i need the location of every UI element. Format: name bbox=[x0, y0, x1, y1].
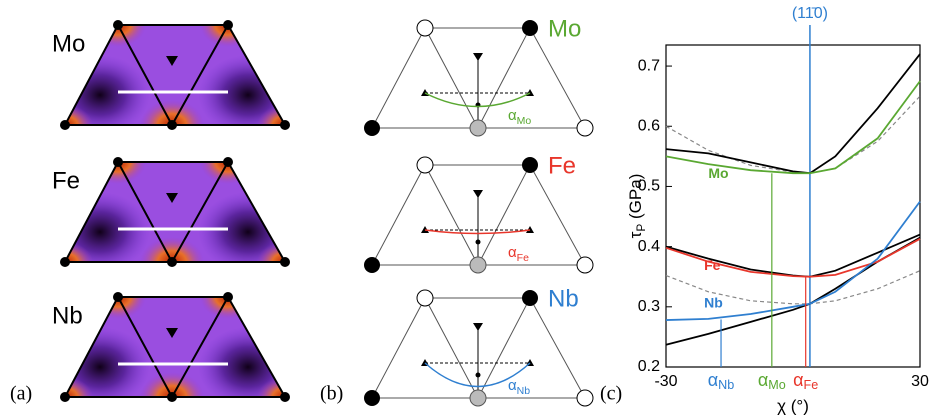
subscript: Fe bbox=[517, 252, 529, 264]
y-tick-label: 0.4 bbox=[638, 238, 660, 255]
subscript: Fe bbox=[804, 378, 819, 392]
symbol: α bbox=[508, 377, 517, 394]
gamma-diagram: Nb bbox=[364, 285, 593, 406]
series-line bbox=[666, 96, 920, 173]
heat-map bbox=[37, 275, 313, 418]
plane-label: (11̄0) bbox=[792, 5, 828, 22]
panel-label: (a) bbox=[10, 383, 32, 405]
y-tick-label: 0.6 bbox=[638, 117, 660, 134]
alpha-label: αFe bbox=[793, 370, 818, 393]
element-label: Nb bbox=[52, 302, 83, 329]
subscript: Nb bbox=[517, 385, 531, 397]
series-line bbox=[666, 81, 920, 173]
y-tick-label: 0.7 bbox=[638, 57, 660, 74]
x-tick-label: -30 bbox=[654, 373, 677, 390]
x-axis-label: χ (°) bbox=[777, 396, 809, 415]
gamma-diagram: Mo bbox=[364, 15, 593, 136]
y-tick-label: 0.3 bbox=[638, 298, 660, 315]
symbol: α bbox=[708, 370, 718, 390]
subscript: P bbox=[634, 224, 648, 232]
series-line bbox=[666, 54, 920, 173]
series-label: Mo bbox=[708, 165, 728, 181]
gamma-diagram: Fe bbox=[364, 152, 593, 273]
symbol: α bbox=[758, 370, 768, 390]
panel-label: (b) bbox=[320, 383, 343, 405]
heat-map bbox=[37, 3, 313, 150]
unit: (GPa) bbox=[626, 174, 645, 224]
subscript: Nb bbox=[718, 378, 734, 392]
alpha-label: αNb bbox=[708, 370, 735, 393]
figure: (a) (b) (c) MoFeNbMoαMoFeαFeNbαNb0.20.30… bbox=[0, 0, 937, 418]
alpha-label: αFe bbox=[508, 244, 529, 264]
element-label: Fe bbox=[548, 152, 576, 179]
symbol: α bbox=[508, 107, 517, 124]
heat-map bbox=[37, 140, 313, 287]
alpha-label: αMo bbox=[508, 107, 531, 127]
y-axis-label: τP (GPa) bbox=[626, 174, 648, 239]
panel-label: (c) bbox=[600, 383, 622, 405]
symbol: α bbox=[508, 244, 517, 261]
subscript: Mo bbox=[517, 115, 532, 127]
alpha-label: αMo bbox=[758, 370, 786, 393]
series-label: Nb bbox=[704, 295, 723, 311]
symbol: α bbox=[793, 370, 803, 390]
x-tick-label: 30 bbox=[911, 373, 929, 390]
subscript: Mo bbox=[768, 378, 786, 392]
series-label: Fe bbox=[704, 257, 721, 273]
alpha-label: αNb bbox=[508, 377, 530, 397]
element-label: Fe bbox=[52, 167, 80, 194]
element-label: Mo bbox=[548, 15, 581, 42]
element-label: Nb bbox=[548, 285, 579, 312]
element-label: Mo bbox=[52, 30, 85, 57]
